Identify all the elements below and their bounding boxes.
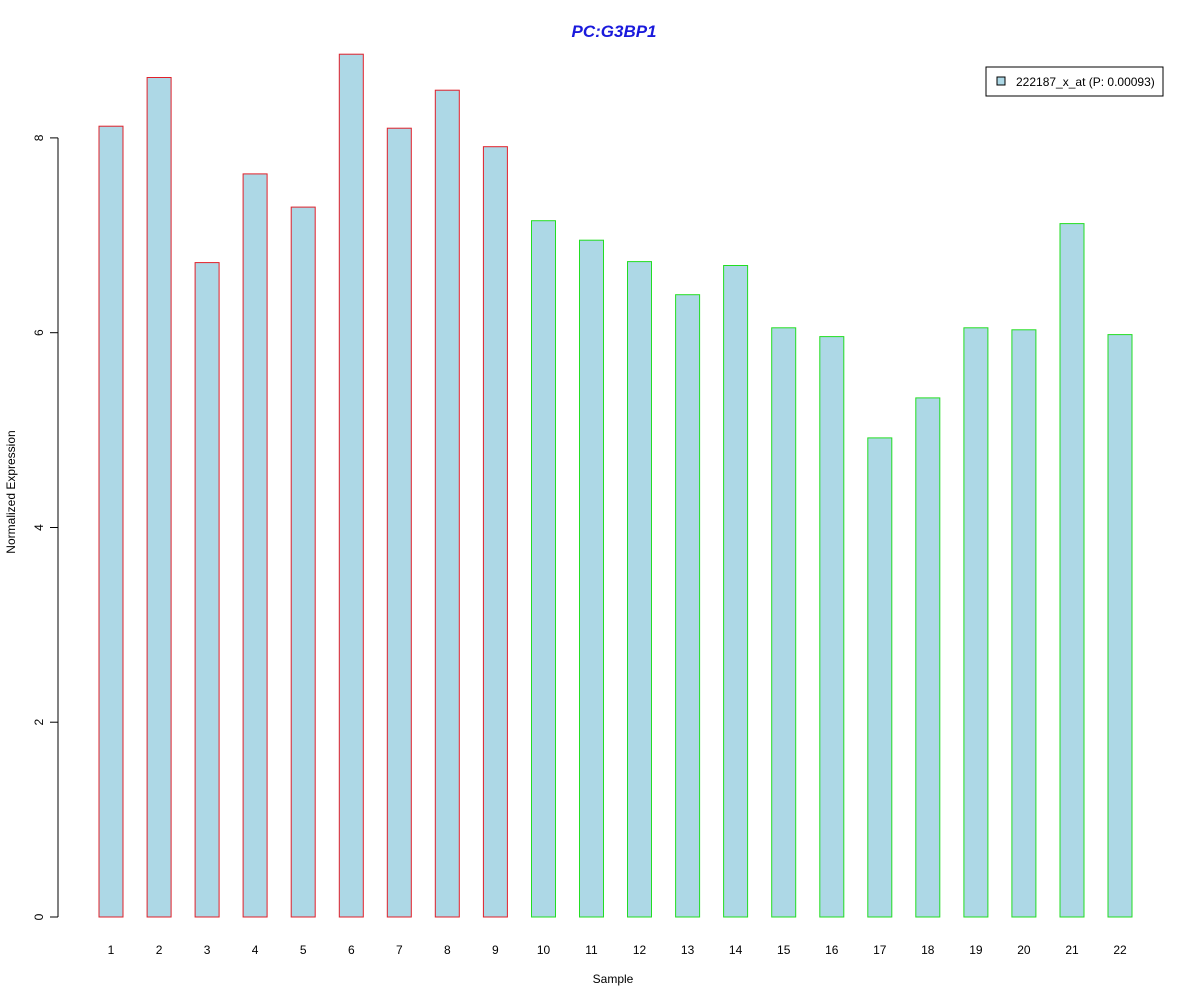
bar-sample-10 xyxy=(531,220,556,918)
legend-box xyxy=(985,66,1164,97)
x-tick-label: 3 xyxy=(204,943,211,957)
x-tick-labels: 1 2 3 4 5 6 7 8 9 10 11 12 13 14 15 16 17 18 19 20 21 22 xyxy=(108,943,1127,957)
x-tick-label: 8 xyxy=(444,943,451,957)
x-tick-label: 17 xyxy=(873,943,887,957)
x-tick-label: 16 xyxy=(825,943,839,957)
bar-sample-8 xyxy=(434,89,460,918)
y-tick-label: 8 xyxy=(32,134,46,141)
bar-sample-4 xyxy=(242,173,268,918)
x-tick-label: 15 xyxy=(777,943,791,957)
bar-sample-22 xyxy=(1107,334,1133,918)
x-tick-label: 19 xyxy=(969,943,983,957)
x-tick-label: 10 xyxy=(537,943,551,957)
legend-swatch xyxy=(996,76,1006,86)
x-tick-label: 21 xyxy=(1065,943,1079,957)
x-tick-label: 13 xyxy=(681,943,695,957)
x-tick-label: 1 xyxy=(108,943,115,957)
x-tick-label: 22 xyxy=(1113,943,1127,957)
y-tick-label: 6 xyxy=(32,329,46,336)
bar-sample-14 xyxy=(723,265,749,918)
bar-sample-19 xyxy=(963,327,989,918)
x-tick-label: 18 xyxy=(921,943,935,957)
y-tick-label: 4 xyxy=(32,524,46,531)
x-tick-label: 7 xyxy=(396,943,403,957)
x-tick-label: 2 xyxy=(156,943,163,957)
bar-sample-7 xyxy=(386,127,412,918)
bar-sample-16 xyxy=(819,336,845,918)
bar-sample-15 xyxy=(771,327,797,918)
bar-sample-13 xyxy=(675,294,701,918)
chart-title: PC:G3BP1 xyxy=(571,22,656,41)
bar-sample-20 xyxy=(1011,329,1037,918)
y-axis: 0 2 4 6 8 xyxy=(32,134,59,920)
x-tick-label: 5 xyxy=(300,943,307,957)
bar-sample-9 xyxy=(482,146,508,918)
x-tick-label: 20 xyxy=(1017,943,1031,957)
bar-sample-1 xyxy=(98,125,124,918)
bar-sample-3 xyxy=(194,262,220,918)
bar-sample-2 xyxy=(146,77,172,918)
bar-sample-6 xyxy=(338,53,364,918)
x-tick-label: 6 xyxy=(348,943,355,957)
bar-sample-11 xyxy=(579,239,604,918)
bar-sample-5 xyxy=(290,206,316,918)
bar-sample-21 xyxy=(1059,223,1085,918)
bar-sample-17 xyxy=(867,437,893,918)
legend-label: 222187_x_at (P: 0.00093) xyxy=(1016,75,1155,89)
x-tick-label: 14 xyxy=(729,943,743,957)
x-tick-label: 4 xyxy=(252,943,259,957)
y-tick-label: 0 xyxy=(32,913,46,920)
bar-sample-12 xyxy=(627,261,652,918)
legend: 222187_x_at (P: 0.00093) xyxy=(985,66,1164,97)
bar-sample-18 xyxy=(915,397,941,918)
x-tick-label: 11 xyxy=(585,943,598,957)
y-axis-label: Normalized Expression xyxy=(4,430,18,553)
x-tick-label: 9 xyxy=(492,943,499,957)
bars-group xyxy=(98,53,1133,918)
x-axis-label: Sample xyxy=(593,972,634,986)
x-tick-label: 12 xyxy=(633,943,647,957)
y-tick-label: 2 xyxy=(32,719,46,726)
